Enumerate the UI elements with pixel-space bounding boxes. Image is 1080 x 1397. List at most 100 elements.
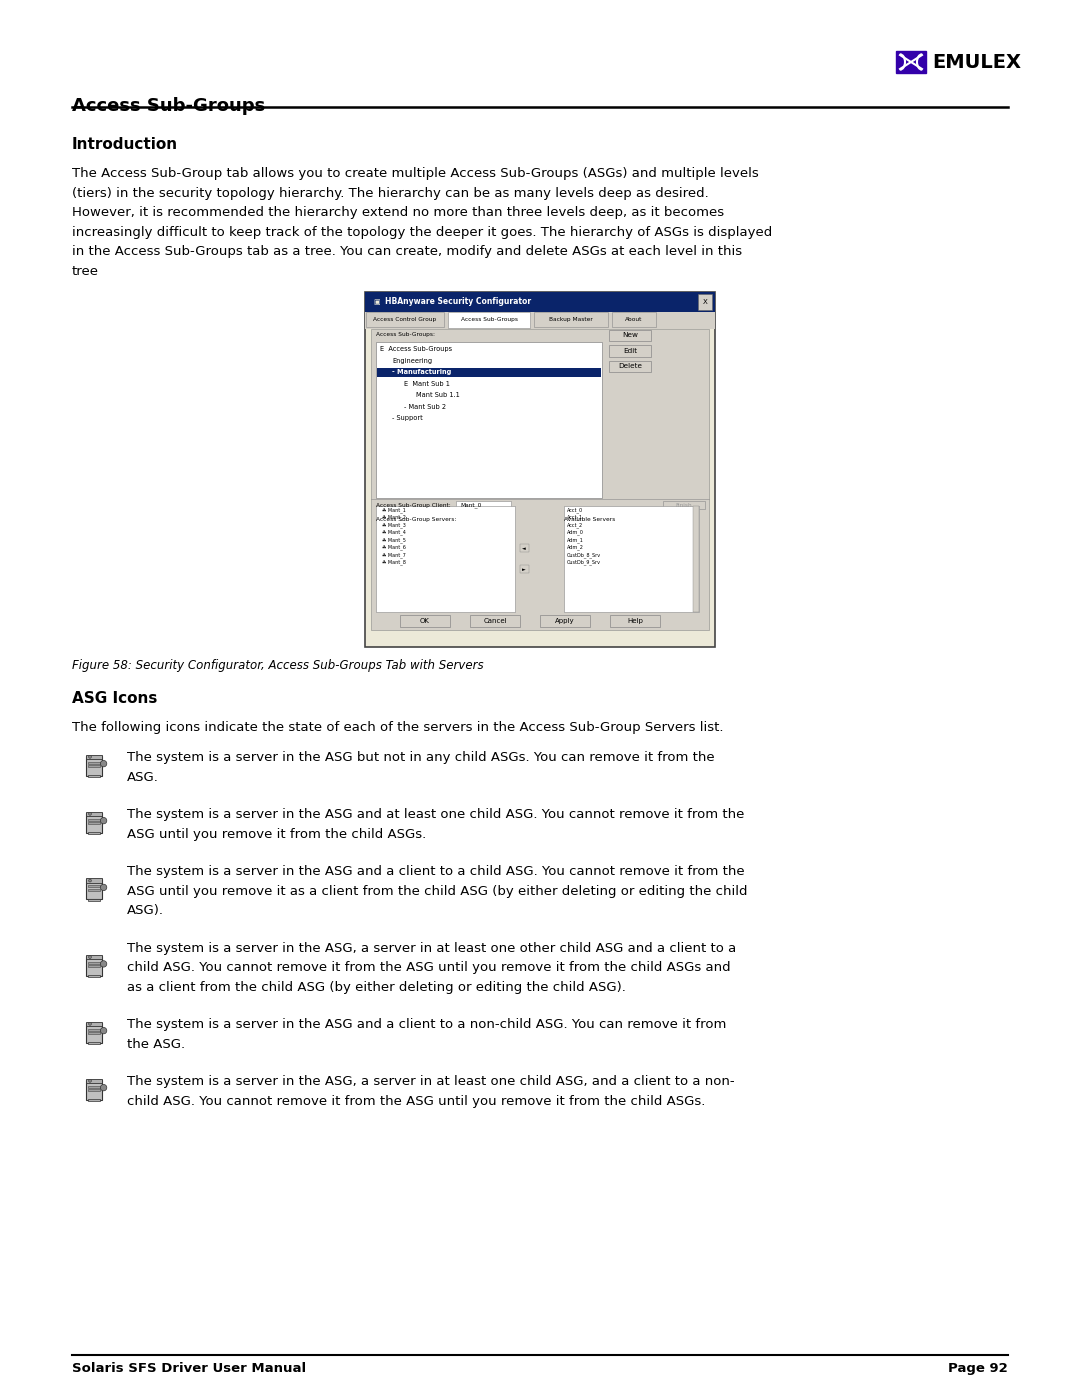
Text: New: New	[622, 332, 638, 338]
Text: Page 92: Page 92	[948, 1362, 1008, 1375]
Text: Access Sub-Groups: Access Sub-Groups	[72, 96, 266, 115]
Text: Acct_1: Acct_1	[567, 514, 583, 520]
Text: OK: OK	[420, 617, 430, 624]
Bar	[85, 1078, 103, 1083]
Circle shape	[89, 1080, 92, 1083]
Text: The system is a server in the ASG, a server in at least one child ASG, and a cli: The system is a server in the ASG, a ser…	[127, 1076, 734, 1088]
Bar	[372, 330, 708, 630]
Text: Mant Sub 1.1: Mant Sub 1.1	[416, 393, 460, 398]
Text: Introduction: Introduction	[72, 137, 178, 152]
Bar	[564, 506, 699, 612]
Bar	[85, 956, 103, 960]
Circle shape	[100, 1084, 107, 1091]
Circle shape	[89, 1023, 92, 1025]
Bar	[377, 367, 602, 377]
Bar	[365, 312, 715, 330]
Text: ASG).: ASG).	[127, 904, 164, 916]
Bar	[87, 775, 100, 777]
Bar	[400, 615, 450, 626]
Bar	[87, 898, 100, 901]
Bar	[87, 1099, 100, 1101]
Text: ☘ Mant_5: ☘ Mant_5	[382, 536, 406, 542]
Bar	[366, 312, 444, 327]
Bar	[89, 963, 99, 964]
Text: Access Sub-Group Servers:: Access Sub-Group Servers:	[376, 517, 457, 522]
Text: Access Sub-Groups: Access Sub-Groups	[460, 317, 517, 323]
Bar	[610, 615, 660, 626]
Bar	[663, 500, 705, 510]
Text: ASG until you remove it as a client from the child ASG (by either deleting or ed: ASG until you remove it as a client from…	[127, 884, 747, 897]
Text: Adm_1: Adm_1	[567, 536, 583, 542]
Circle shape	[89, 879, 92, 882]
Text: CustDb_9_Srv: CustDb_9_Srv	[567, 559, 600, 566]
Text: Available Servers: Available Servers	[564, 517, 615, 522]
Bar	[87, 975, 100, 978]
Text: Apply: Apply	[555, 617, 575, 624]
Text: Engineering: Engineering	[392, 358, 432, 363]
Bar	[85, 754, 103, 759]
Text: child ASG. You cannot remove it from the ASG until you remove it from the child : child ASG. You cannot remove it from the…	[127, 961, 731, 974]
Text: Delete: Delete	[619, 363, 643, 369]
Text: - Manufacturing: - Manufacturing	[392, 369, 451, 376]
Text: The system is a server in the ASG and at least one child ASG. You cannot remove : The system is a server in the ASG and at…	[127, 807, 744, 821]
Text: Edit: Edit	[623, 348, 637, 353]
Bar	[89, 886, 99, 887]
Text: ►: ►	[523, 567, 526, 571]
Bar	[540, 615, 590, 626]
Bar	[89, 888, 99, 891]
Circle shape	[89, 956, 92, 958]
Text: EMULEX: EMULEX	[932, 53, 1021, 71]
Bar	[609, 360, 651, 372]
Circle shape	[89, 756, 92, 759]
Text: Help: Help	[627, 617, 643, 624]
Text: Access Sub-Groups:: Access Sub-Groups:	[376, 332, 435, 337]
Text: The system is a server in the ASG but not in any child ASGs. You can remove it f: The system is a server in the ASG but no…	[127, 752, 715, 764]
Text: Acct_0: Acct_0	[567, 507, 583, 513]
Bar	[448, 312, 530, 328]
Text: However, it is recommended the hierarchy extend no more than three levels deep, : However, it is recommended the hierarchy…	[72, 205, 724, 219]
Bar	[698, 293, 712, 310]
Text: ☘ Mant_4: ☘ Mant_4	[382, 529, 406, 535]
Text: ☘ Mant_7: ☘ Mant_7	[382, 552, 406, 557]
Text: child ASG. You cannot remove it from the ASG until you remove it from the child : child ASG. You cannot remove it from the…	[127, 1094, 705, 1108]
Text: Solaris SFS Driver User Manual: Solaris SFS Driver User Manual	[72, 1362, 306, 1375]
Text: ☘ Mant_1: ☘ Mant_1	[382, 507, 406, 513]
Text: ASG.: ASG.	[127, 771, 159, 784]
Text: - Mant Sub 2: - Mant Sub 2	[404, 404, 446, 409]
Bar	[86, 1080, 102, 1099]
Circle shape	[100, 884, 107, 891]
Text: as a client from the child ASG (by either deleting or editing the child ASG).: as a client from the child ASG (by eithe…	[127, 981, 626, 993]
Text: Access Sub-Group Client:: Access Sub-Group Client:	[376, 503, 450, 507]
Text: The Access Sub-Group tab allows you to create multiple Access Sub-Groups (ASGs) : The Access Sub-Group tab allows you to c…	[72, 168, 759, 180]
Text: CustDb_8_Srv: CustDb_8_Srv	[567, 552, 600, 557]
Circle shape	[100, 817, 107, 824]
Bar	[89, 1085, 99, 1088]
Bar	[86, 879, 102, 900]
Text: Access Control Group: Access Control Group	[374, 317, 436, 321]
Text: ASG Icons: ASG Icons	[72, 692, 158, 705]
Bar	[89, 821, 99, 824]
Bar	[365, 292, 715, 647]
Text: ☘ Mant_8: ☘ Mant_8	[382, 559, 406, 566]
Bar	[609, 345, 651, 356]
Text: ☘ Mant_3: ☘ Mant_3	[382, 522, 406, 528]
Text: ☘ Mant_2: ☘ Mant_2	[382, 514, 406, 520]
Text: increasingly difficult to keep track of the topology the deeper it goes. The hie: increasingly difficult to keep track of …	[72, 225, 772, 239]
Text: The system is a server in the ASG and a client to a child ASG. You cannot remove: The system is a server in the ASG and a …	[127, 865, 744, 877]
Bar	[85, 879, 103, 883]
Bar	[86, 956, 102, 977]
Bar	[87, 1042, 100, 1044]
Circle shape	[100, 760, 107, 767]
Bar	[612, 312, 656, 327]
Text: HBAnyware Security Configurator: HBAnyware Security Configurator	[384, 298, 531, 306]
Text: X: X	[703, 299, 707, 305]
Bar	[89, 1032, 99, 1034]
Text: Adm_0: Adm_0	[567, 529, 583, 535]
Text: The following icons indicate the state of each of the servers in the Access Sub-: The following icons indicate the state o…	[72, 721, 724, 733]
Bar	[609, 330, 651, 341]
Bar	[89, 1090, 99, 1091]
Text: E  Access Sub-Groups: E Access Sub-Groups	[380, 346, 453, 352]
Bar	[534, 312, 608, 327]
Bar	[89, 1028, 99, 1031]
Circle shape	[89, 813, 92, 816]
